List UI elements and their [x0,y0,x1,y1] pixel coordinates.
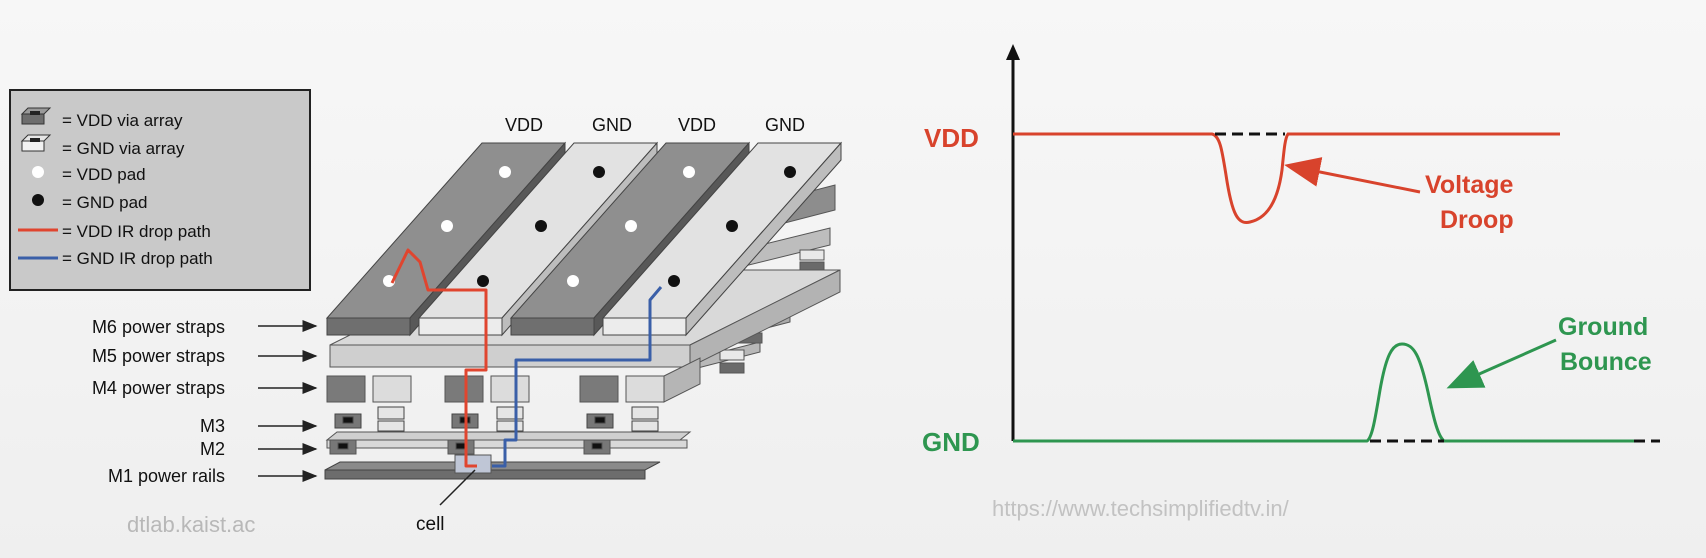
vdd-waveform [1013,132,1560,224]
legend-text: = VDD via array [62,111,183,130]
layer-label: M3 [200,416,225,436]
rail-label-vdd: VDD [678,115,716,135]
gnd-pad-icon [784,166,796,178]
layer-label: M4 power straps [92,378,225,398]
cell-label: cell [416,514,445,535]
layer-label: M2 [200,439,225,459]
gnd-pad-icon [477,275,489,287]
cell-block [454,454,492,474]
vdd-label: VDD [924,123,979,153]
voltage-droop-label: Droop [1440,206,1514,234]
m4-power-straps [326,357,701,403]
legend-text: = GND via array [62,139,185,158]
rail-label-gnd: GND [592,115,632,135]
gnd-waveform [1013,342,1634,443]
gnd-pad-icon [668,275,680,287]
gnd-pad-icon [535,220,547,232]
vdd-pad-icon [683,166,695,178]
legend-text: = GND IR drop path [62,249,213,268]
legend-text: = VDD pad [62,165,146,184]
vdd-ir-drop-path [390,248,488,468]
ground-bounce-label: Ground [1558,313,1648,341]
power-grid-illustration: = VDD via array = GND via array = VDD pa… [9,89,843,537]
rail-label-gnd: GND [765,115,805,135]
layer-labels: M6 power straps M5 power straps M4 power… [92,317,318,486]
legend-text: = VDD IR drop path [62,222,211,241]
cell-pointer [439,469,476,506]
gnd-via-array-icon [20,134,52,152]
vdd-pad-icon [567,275,579,287]
credit-right: https://www.techsimplifiedtv.in/ [992,496,1290,521]
legend-text: = GND pad [62,193,148,212]
ground-bounce-label: Bounce [1560,348,1652,376]
gnd-pad-icon [32,194,44,206]
supply-waveform: VDD GND Voltage Droop Ground Bounce http… [922,44,1660,521]
vdd-via-array-icon [20,107,52,125]
vdd-pad-icon [499,166,511,178]
layer-label: M1 power rails [108,466,225,486]
gnd-label: GND [922,427,980,457]
gnd-pad-icon [593,166,605,178]
vdd-pad-icon [383,275,395,287]
y-axis-arrow-icon [1006,44,1020,60]
m3-vias [334,406,659,432]
layer-label: M6 power straps [92,317,225,337]
legend: = VDD via array = GND via array = VDD pa… [9,89,311,291]
m2-layer [325,431,692,455]
rail-label-vdd: VDD [505,115,543,135]
vdd-pad-icon [625,220,637,232]
vdd-pad-icon [32,166,44,178]
layer-label: M5 power straps [92,346,225,366]
bounce-arrow-icon [1446,338,1557,389]
gnd-ir-drop-path [492,286,663,468]
credit-left: dtlab.kaist.ac [127,512,255,537]
voltage-droop-label: Voltage [1425,171,1514,199]
droop-arrow-icon [1284,157,1421,194]
pads [383,166,796,287]
gnd-pad-icon [726,220,738,232]
vdd-pad-icon [441,220,453,232]
